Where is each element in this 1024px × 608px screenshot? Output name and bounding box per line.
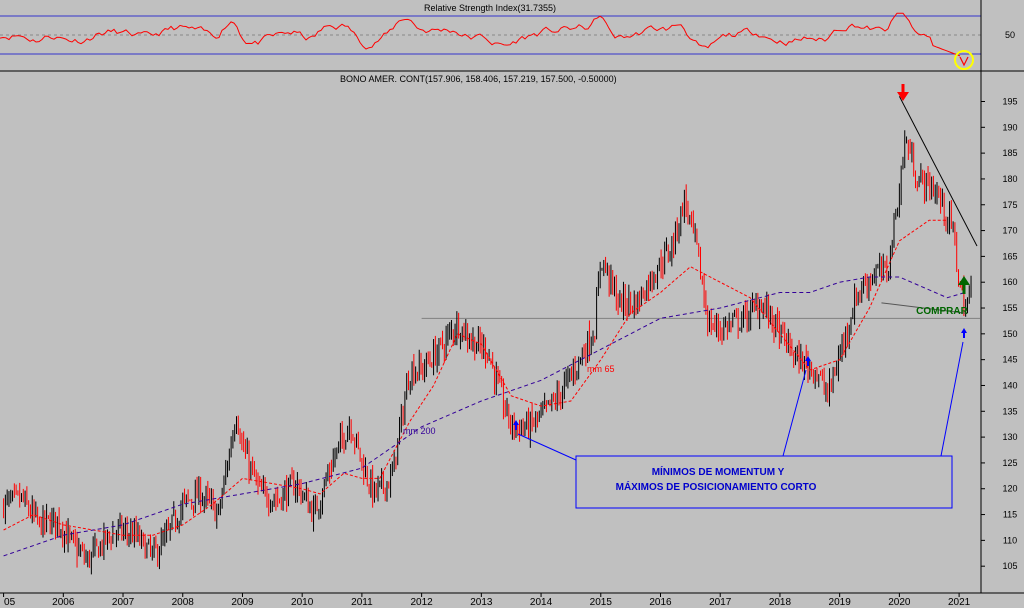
connector-2018 <box>782 369 807 457</box>
y-tick-label: 160 <box>1002 277 1017 287</box>
x-tick-label: 2019 <box>829 597 852 608</box>
y-tick-label: 150 <box>1002 329 1017 339</box>
y-tick-label: 105 <box>1002 561 1017 571</box>
x-tick-label: 2015 <box>590 597 613 608</box>
y-tick-label: 170 <box>1002 226 1017 236</box>
sell-arrow <box>897 84 909 101</box>
note-box <box>575 455 953 509</box>
y-tick-label: 140 <box>1002 380 1017 390</box>
blue-arrow-2021 <box>961 328 967 338</box>
rsi-title: Relative Strength Index(31.7355) <box>424 3 556 13</box>
x-tick-label: 2006 <box>52 597 75 608</box>
y-tick-label: 175 <box>1002 200 1017 210</box>
rsi-line <box>0 12 961 57</box>
y-tick-label: 135 <box>1002 406 1017 416</box>
y-tick-label: 155 <box>1002 303 1017 313</box>
y-tick-label: 120 <box>1002 484 1017 494</box>
note-line-1: MÍNIMOS DE MOMENTUM Y <box>652 465 785 478</box>
ma65-line <box>3 219 948 536</box>
blue-arrow-2013 <box>513 420 519 430</box>
y-tick-label: 110 <box>1003 535 1017 545</box>
x-tick-label: 2020 <box>888 597 911 608</box>
x-tick-label: 2018 <box>769 597 792 608</box>
note-line-2: MÁXIMOS DE POSICIONAMIENTO CORTO <box>616 480 817 493</box>
x-tick-label: 05 <box>4 597 16 608</box>
rsi-panel: Relative Strength Index(31.7355) 50 <box>0 0 1015 71</box>
x-tick-label: 2011 <box>351 597 373 608</box>
x-tick-label: 2013 <box>470 597 493 608</box>
connector-2013 <box>517 433 577 461</box>
y-tick-label: 125 <box>1002 458 1017 468</box>
ma200-line <box>3 276 966 557</box>
y-tick-label: 145 <box>1002 355 1017 365</box>
y-tick-label: 185 <box>1002 148 1017 158</box>
label-mm65: mm 65 <box>587 364 615 374</box>
x-tick-label: 2016 <box>649 597 672 608</box>
x-tick-label: 2017 <box>709 597 732 608</box>
x-tick-label: 2014 <box>530 597 553 608</box>
y-axis-ticks: 105 110 115 120 125 130 135 140 145 150 155 160 165 1… <box>981 96 1018 571</box>
y-tick-label: 130 <box>1002 432 1017 442</box>
connector-2021 <box>940 341 964 457</box>
x-tick-label: 2021 <box>948 597 971 608</box>
x-tick-label: 2012 <box>410 597 433 608</box>
support-trendline <box>881 302 966 314</box>
x-axis-ticks: 05 2006 2007 2008 2009 2010 2011 2012 2013 2014 20… <box>3 593 971 608</box>
y-tick-label: 115 <box>1003 510 1017 520</box>
x-tick-label: 2010 <box>291 597 314 608</box>
y-tick-label: 180 <box>1002 174 1017 184</box>
y-tick-label: 165 <box>1002 251 1017 261</box>
x-tick-label: 2007 <box>112 597 135 608</box>
rsi-highlight-circle <box>954 50 974 70</box>
y-tick-label: 190 <box>1002 122 1017 132</box>
comprar-label: COMPRAR <box>916 306 968 317</box>
label-mm200: mm 200 <box>403 426 436 436</box>
chart-title: BONO AMER. CONT(157.906, 158.406, 157.21… <box>340 74 617 84</box>
buy-arrow <box>958 276 970 294</box>
rsi-tick-50: 50 <box>1005 30 1015 40</box>
x-tick-label: 2008 <box>172 597 195 608</box>
blue-arrow-2018 <box>805 356 811 366</box>
x-tick-label: 2009 <box>231 597 254 608</box>
y-tick-label: 195 <box>1002 96 1017 106</box>
moving-averages <box>3 219 966 557</box>
rsi-low-marker <box>959 56 969 67</box>
candles <box>3 130 972 575</box>
resistance-trendline <box>898 96 978 247</box>
